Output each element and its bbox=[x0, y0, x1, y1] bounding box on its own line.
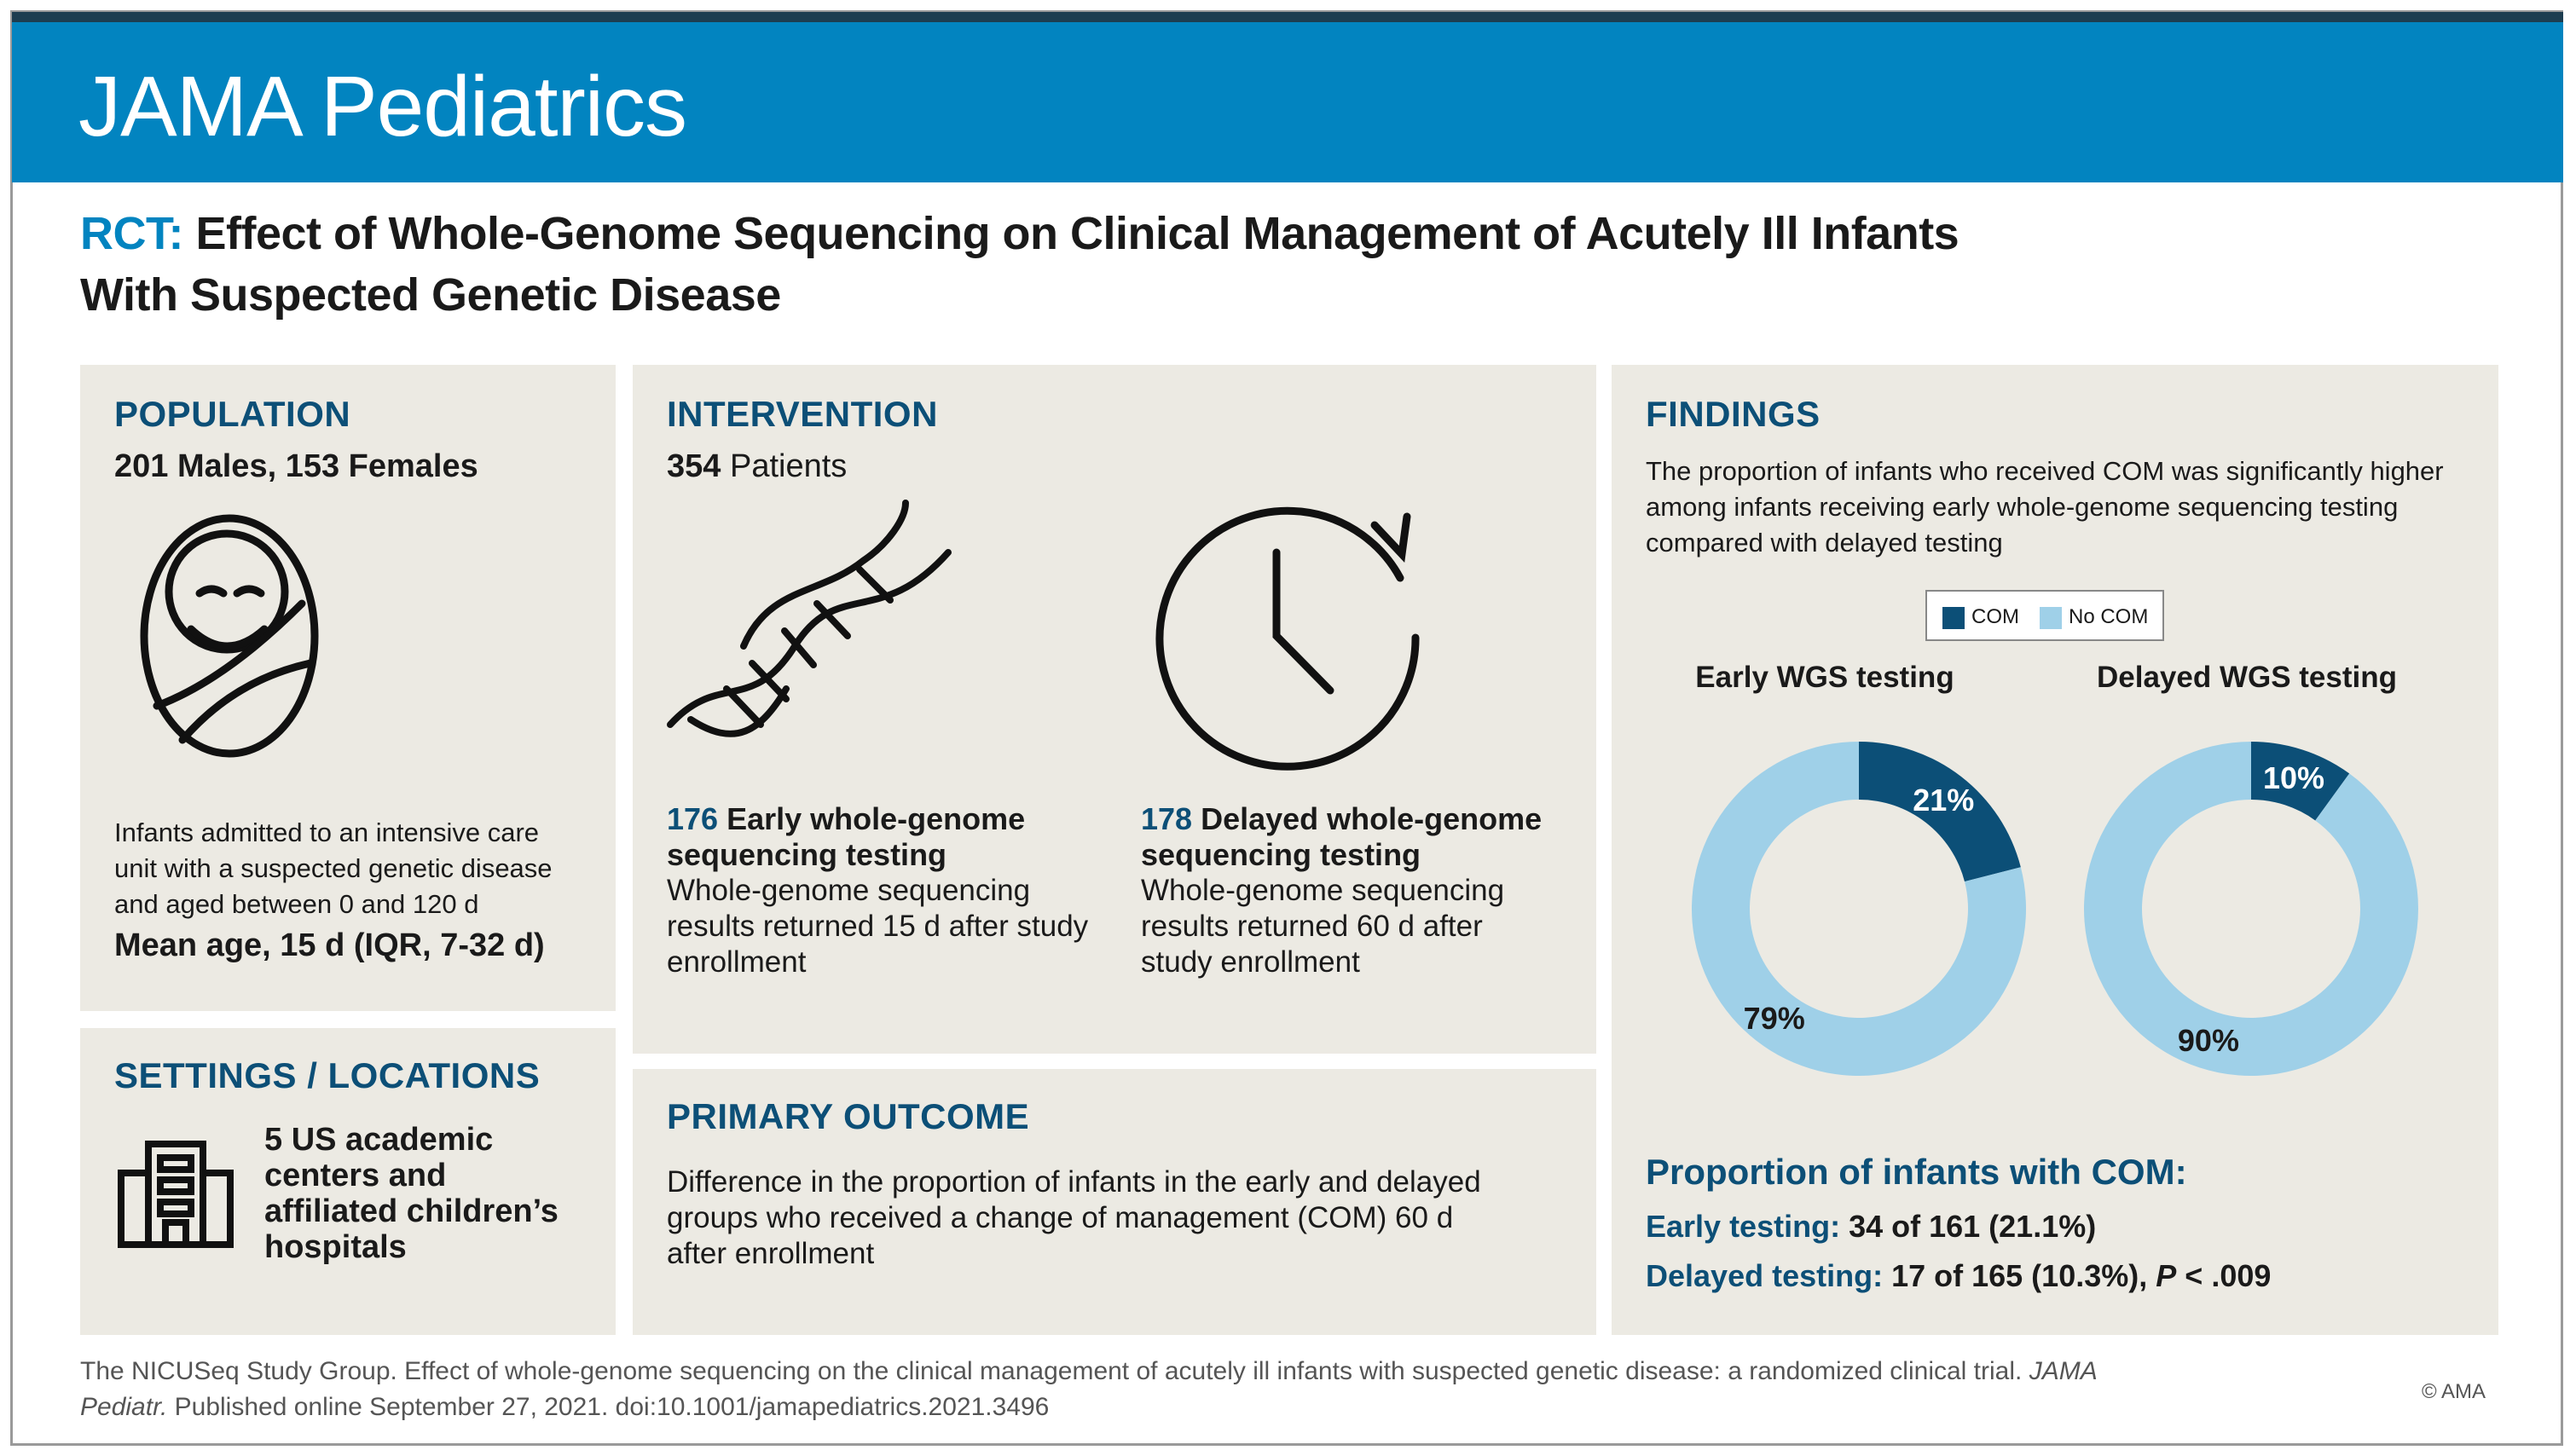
header-bar: JAMA Pediatrics bbox=[12, 12, 2563, 182]
early-title-1: 176 Early whole-genome bbox=[667, 801, 1025, 837]
intervention-panel: INTERVENTION 354 Patients 176 Early whol… bbox=[633, 365, 1596, 1054]
citation-journal-2: Pediatr. bbox=[80, 1393, 168, 1421]
delayed-wgs-donut-chart: 10% 90% bbox=[2084, 742, 2418, 1076]
legend-swatch-nocom bbox=[2040, 607, 2062, 629]
clock-icon bbox=[1155, 506, 1420, 771]
summary-delayed-label: Delayed testing: bbox=[1646, 1258, 1884, 1293]
findings-heading: FINDINGS bbox=[1646, 394, 1821, 434]
legend-label-nocom: No COM bbox=[2069, 605, 2149, 628]
early-slice-no-com bbox=[1692, 742, 2026, 1076]
delayed-desc-1: Whole-genome sequencing bbox=[1141, 874, 1505, 907]
title-line-1: Effect of Whole-Genome Sequencing on Cli… bbox=[195, 208, 1959, 259]
swaddled-infant-icon bbox=[140, 514, 319, 758]
settings-line-3: affiliated children’s bbox=[264, 1193, 559, 1229]
journal-name: JAMA Pediatrics bbox=[78, 59, 687, 154]
delayed-desc-2: results returned 60 d after bbox=[1141, 910, 1483, 943]
findings-desc-3: compared with delayed testing bbox=[1646, 528, 2003, 558]
citation-text-2: Published online September 27, 2021. doi… bbox=[174, 1393, 1050, 1421]
delayed-title-1: 178 Delayed whole-genome bbox=[1141, 801, 1542, 837]
settings-panel: SETTINGS / LOCATIONS 5 US academic cente… bbox=[80, 1028, 616, 1335]
delayed-slice-com bbox=[2251, 742, 2350, 821]
findings-panel: FINDINGS The proportion of infants who r… bbox=[1612, 365, 2498, 1335]
population-desc-1: Infants admitted to an intensive care bbox=[114, 818, 540, 847]
summary-delayed: Delayed testing: 17 of 165 (10.3%), P < … bbox=[1646, 1258, 2271, 1294]
title-prefix: RCT: bbox=[80, 208, 183, 259]
delayed-count: 178 bbox=[1141, 801, 1193, 836]
early-label-com: 21% bbox=[1913, 783, 1974, 818]
intervention-patients: 354 Patients bbox=[667, 448, 847, 484]
population-heading: POPULATION bbox=[114, 394, 351, 434]
summary-early-value: 34 of 161 (21.1%) bbox=[1849, 1209, 2097, 1244]
early-slice-com bbox=[1859, 742, 2021, 882]
delayed-chart-title: Delayed WGS testing bbox=[2096, 661, 2398, 694]
delayed-title-text: Delayed whole-genome bbox=[1201, 801, 1543, 836]
population-mean-age: Mean age, 15 d (IQR, 7-32 d) bbox=[114, 927, 545, 963]
early-title-2: sequencing testing bbox=[667, 837, 947, 872]
chart-legend: COM No COM bbox=[1925, 590, 2164, 641]
p-value: < .009 bbox=[2185, 1258, 2272, 1293]
settings-line-4: hospitals bbox=[264, 1229, 407, 1265]
copyright: © AMA bbox=[2422, 1380, 2486, 1403]
early-chart-title: Early WGS testing bbox=[1695, 661, 1954, 694]
primary-outcome-panel: PRIMARY OUTCOME Difference in the propor… bbox=[633, 1069, 1596, 1335]
early-desc-2: results returned 15 d after study bbox=[667, 910, 1089, 943]
intervention-heading: INTERVENTION bbox=[667, 394, 938, 434]
delayed-desc-3: study enrollment bbox=[1141, 945, 1360, 979]
delayed-label-no-com: 90% bbox=[2178, 1023, 2239, 1058]
delayed-slice-no-com bbox=[2084, 742, 2418, 1076]
primary-outcome-line-1: Difference in the proportion of infants … bbox=[667, 1165, 1481, 1199]
settings-heading: SETTINGS / LOCATIONS bbox=[114, 1055, 541, 1095]
early-title-text: Early whole-genome bbox=[726, 801, 1026, 836]
dna-helix-icon bbox=[667, 500, 952, 737]
settings-line-2: centers and bbox=[264, 1158, 447, 1193]
population-desc-2: unit with a suspected genetic disease bbox=[114, 853, 553, 883]
population-panel: POPULATION 201 Males, 153 Females Infant… bbox=[80, 365, 616, 1011]
title-line-2: With Suspected Genetic Disease bbox=[80, 269, 781, 321]
building-icon bbox=[118, 1141, 234, 1248]
early-desc-1: Whole-genome sequencing bbox=[667, 874, 1031, 907]
primary-outcome-line-3: after enrollment bbox=[667, 1237, 875, 1270]
settings-line-1: 5 US academic bbox=[264, 1122, 494, 1158]
summary-title: Proportion of infants with COM: bbox=[1646, 1152, 2187, 1192]
summary-early: Early testing: 34 of 161 (21.1%) bbox=[1646, 1209, 2096, 1245]
delayed-title-2: sequencing testing bbox=[1141, 837, 1421, 872]
population-counts: 201 Males, 153 Females bbox=[114, 448, 478, 484]
citation-journal-1: JAMA bbox=[2029, 1357, 2098, 1385]
primary-outcome-line-2: groups who received a change of manageme… bbox=[667, 1201, 1454, 1234]
p-label: P bbox=[2156, 1258, 2177, 1293]
page-title: RCT: Effect of Whole-Genome Sequencing o… bbox=[80, 203, 2212, 326]
findings-desc-1: The proportion of infants who received C… bbox=[1646, 456, 2444, 486]
patients-number: 354 bbox=[667, 448, 721, 484]
early-desc-3: enrollment bbox=[667, 945, 807, 979]
delayed-label-com: 10% bbox=[2263, 760, 2324, 795]
legend-label-com: COM bbox=[1971, 605, 2019, 628]
citation-text-1: The NICUSeq Study Group. Effect of whole… bbox=[80, 1357, 2023, 1385]
early-wgs-donut-chart: 21% 79% bbox=[1692, 742, 2026, 1076]
summary-delayed-value: 17 of 165 (10.3%), bbox=[1891, 1258, 2148, 1293]
legend-swatch-com bbox=[1942, 607, 1965, 629]
citation: The NICUSeq Study Group. Effect of whole… bbox=[80, 1354, 2314, 1425]
summary-early-label: Early testing: bbox=[1646, 1209, 1841, 1244]
population-desc-3: and aged between 0 and 120 d bbox=[114, 889, 479, 919]
primary-outcome-heading: PRIMARY OUTCOME bbox=[667, 1096, 1030, 1136]
findings-desc-2: among infants receiving early whole-geno… bbox=[1646, 492, 2399, 522]
patients-label: Patients bbox=[729, 448, 848, 484]
early-count: 176 bbox=[667, 801, 719, 836]
early-label-no-com: 79% bbox=[1744, 1001, 1805, 1036]
